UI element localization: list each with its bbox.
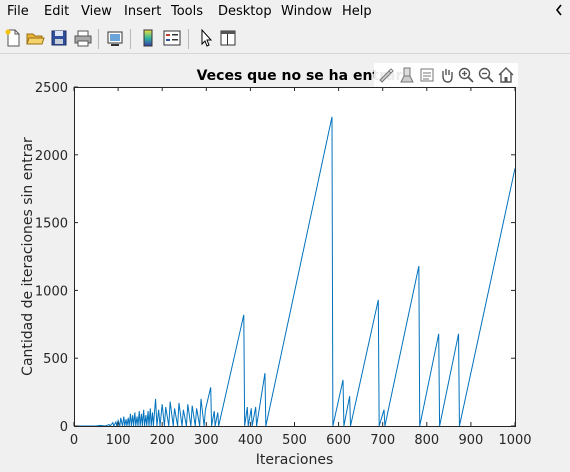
x-tick-label: 900 — [458, 433, 483, 448]
home-icon[interactable] — [497, 66, 515, 84]
axes-background[interactable] — [74, 87, 515, 426]
zoom-out-icon[interactable] — [477, 66, 495, 84]
pointer-icon[interactable] — [196, 28, 216, 48]
x-tick-label: 0 — [70, 433, 78, 448]
menu-file[interactable]: File — [7, 4, 29, 19]
menu-tools[interactable]: Tools — [171, 4, 204, 19]
toolbar-separator — [188, 29, 189, 49]
pan-icon[interactable] — [438, 66, 456, 84]
legend-toggle-icon[interactable] — [418, 66, 436, 84]
figure-toolbar — [0, 25, 570, 54]
brush-icon[interactable] — [377, 66, 395, 84]
colorbar-icon[interactable] — [138, 28, 158, 48]
y-tick-label: 1500 — [35, 217, 68, 232]
chevron-left-icon[interactable] — [554, 3, 564, 20]
toolbar-separator — [98, 29, 99, 49]
x-tick-label: 300 — [194, 433, 219, 448]
chart-title: Veces que no se ha entrar — [197, 68, 403, 84]
print-icon[interactable] — [73, 28, 93, 48]
data-tips-icon[interactable] — [398, 66, 416, 84]
toolbar-separator — [130, 29, 131, 49]
y-tick-label: 2500 — [35, 81, 68, 96]
open-folder-icon[interactable] — [25, 28, 45, 48]
save-icon[interactable] — [49, 28, 69, 48]
menu-bar: File Edit View Insert Tools Desktop Wind… — [0, 0, 570, 24]
x-tick-label: 700 — [370, 433, 395, 448]
menu-desktop[interactable]: Desktop — [218, 4, 272, 19]
zoom-in-icon[interactable] — [457, 66, 475, 84]
new-file-icon[interactable] — [3, 28, 23, 48]
menu-view[interactable]: View — [81, 4, 112, 19]
menu-help[interactable]: Help — [342, 4, 372, 19]
x-tick-label: 1000 — [498, 433, 531, 448]
legend-icon[interactable] — [162, 28, 182, 48]
menu-insert[interactable]: Insert — [124, 4, 162, 19]
x-tick-label: 200 — [150, 433, 175, 448]
y-tick-label: 500 — [43, 352, 68, 367]
series-line[interactable] — [74, 116, 516, 428]
y-tick-label: 0 — [60, 420, 68, 435]
x-tick-label: 600 — [326, 433, 351, 448]
y-tick-label: 2000 — [35, 149, 68, 164]
y-axis-label: Cantidad de iteraciones sin entrar — [20, 137, 36, 376]
x-tick-label: 100 — [106, 433, 131, 448]
x-tick-label: 400 — [238, 433, 263, 448]
link-plot-icon[interactable] — [105, 28, 125, 48]
y-tick-label: 1000 — [35, 284, 68, 299]
property-editor-icon[interactable] — [218, 28, 238, 48]
menu-edit[interactable]: Edit — [44, 4, 70, 19]
x-tick-label: 800 — [414, 433, 439, 448]
x-axis-label: Iteraciones — [256, 452, 334, 468]
x-tick-label: 500 — [282, 433, 307, 448]
menu-window[interactable]: Window — [281, 4, 333, 19]
